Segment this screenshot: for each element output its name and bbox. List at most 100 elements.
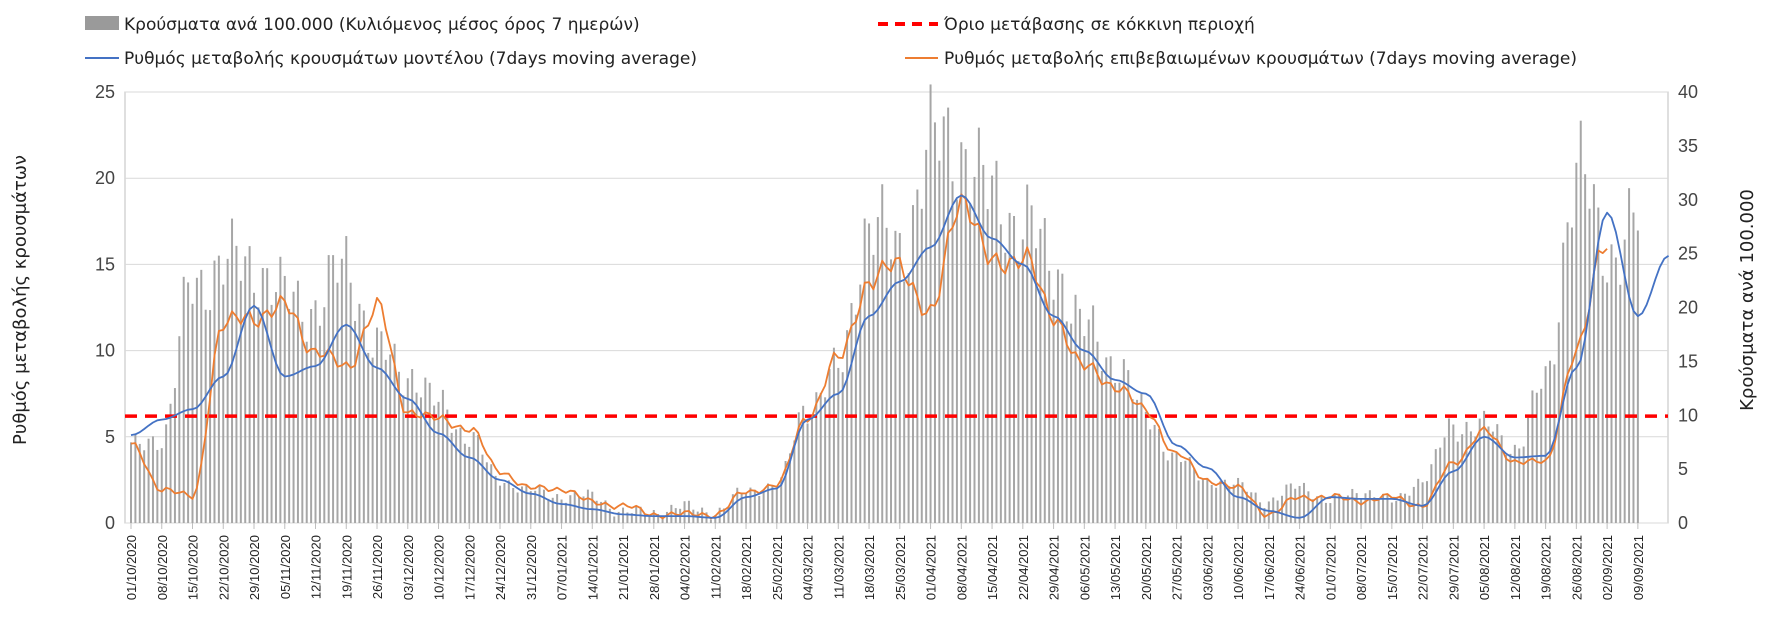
daily-case-bar [1307,491,1310,523]
x-tick-label: 15/04/2021 [985,535,1000,600]
daily-case-bar [231,218,234,523]
daily-case-bar [1351,488,1354,523]
daily-case-bar [1162,451,1165,523]
daily-case-bar [485,462,488,523]
bars [130,84,1639,524]
daily-case-bar [529,491,532,523]
x-tick-label: 12/11/2020 [309,535,324,599]
daily-case-bar [1562,242,1565,524]
daily-case-bar [1588,208,1591,523]
x-tick-label: 10/06/2021 [1231,535,1246,600]
daily-case-bar [182,276,185,523]
daily-case-bar [217,255,220,523]
daily-case-bar [1179,462,1182,523]
daily-case-bar [362,310,365,523]
daily-case-bar [1193,468,1196,523]
daily-case-bar [824,397,827,523]
daily-case-bar [876,217,879,523]
daily-case-bar [437,401,440,523]
daily-case-bar [1601,275,1604,523]
daily-case-bar [147,438,150,523]
daily-case-bar [714,515,717,523]
daily-case-bar [468,446,471,523]
daily-case-bar [1382,493,1385,523]
daily-case-bar [758,495,761,523]
daily-case-bar [806,423,809,523]
daily-case-bar [191,303,194,523]
daily-case-bar [1285,484,1288,523]
daily-case-bar [1505,454,1508,523]
daily-case-bar [1364,493,1367,523]
daily-case-bar [1408,495,1411,523]
daily-case-bar [358,303,361,523]
daily-case-bar [977,127,980,523]
daily-case-bar [749,487,752,523]
daily-case-bar [1399,493,1402,523]
daily-case-bar [1228,486,1231,523]
daily-case-bar [591,491,594,523]
daily-case-bar [903,281,906,523]
x-tick-label: 03/12/2020 [401,535,416,600]
daily-case-bar [296,280,299,523]
y-left-axis-title: Ρυθμός μεταβολής κρουσμάτων [10,155,31,445]
x-tick-label: 22/10/2020 [216,535,231,600]
daily-case-bar [1373,497,1376,523]
daily-case-bar [1144,411,1147,523]
x-tick-label: 29/07/2021 [1446,535,1461,600]
daily-case-bar [314,300,317,523]
x-tick-label: 28/01/2021 [647,535,662,600]
daily-case-bar [1030,205,1033,523]
x-tick-label: 15/10/2020 [186,535,201,600]
daily-case-bar [665,511,668,523]
daily-case-bar [933,122,936,523]
daily-case-bar [1368,490,1371,523]
daily-case-bar [1021,239,1024,523]
daily-case-bar [560,499,563,523]
x-tick-label: 29/10/2020 [247,535,262,600]
daily-case-bar [1469,431,1472,523]
daily-case-bar [1386,494,1389,523]
daily-case-bar [709,519,712,523]
daily-case-bar [376,327,379,523]
daily-case-bar [494,475,497,523]
daily-case-bar [1456,441,1459,523]
daily-case-bar [586,489,589,523]
daily-case-bar [1483,410,1486,523]
daily-case-bar [213,260,216,523]
daily-case-bar [1487,426,1490,523]
daily-case-bar [507,480,510,523]
daily-case-bar [1452,424,1455,523]
daily-case-bar [815,392,818,523]
daily-case-bar [740,492,743,523]
x-tick-label: 05/08/2021 [1477,535,1492,600]
x-tick-label: 24/12/2020 [493,535,508,600]
y-left-tick-label: 25 [95,82,115,102]
legend: Κρούσματα ανά 100.000 (Κυλιόμενος μέσος … [85,15,1577,69]
daily-case-bar [1013,216,1016,523]
daily-case-bar [305,341,308,523]
x-tick-label: 26/08/2021 [1569,535,1584,600]
daily-case-bar [1324,502,1327,523]
daily-case-bar [542,489,545,523]
x-tick-label: 18/03/2021 [862,535,877,600]
daily-case-bar [226,258,229,523]
x-tick-label: 25/03/2021 [893,535,908,600]
x-tick-label: 04/02/2021 [678,535,693,600]
daily-case-bar [644,515,646,523]
daily-case-bar [143,450,146,523]
daily-case-bar [534,490,537,523]
daily-case-bar [1500,435,1503,523]
daily-case-bar [340,258,343,523]
daily-case-bar [1083,336,1086,523]
daily-case-bar [1377,499,1380,523]
daily-case-bar [986,209,989,524]
daily-case-bar [292,291,295,523]
daily-case-bar [1623,239,1626,523]
daily-case-bar [767,483,770,523]
daily-case-bar [1254,492,1257,523]
daily-case-bar [156,449,159,523]
daily-case-bar [1346,495,1349,523]
y-right-tick-label: 35 [1678,136,1698,156]
x-tick-label: 02/09/2021 [1600,535,1615,600]
